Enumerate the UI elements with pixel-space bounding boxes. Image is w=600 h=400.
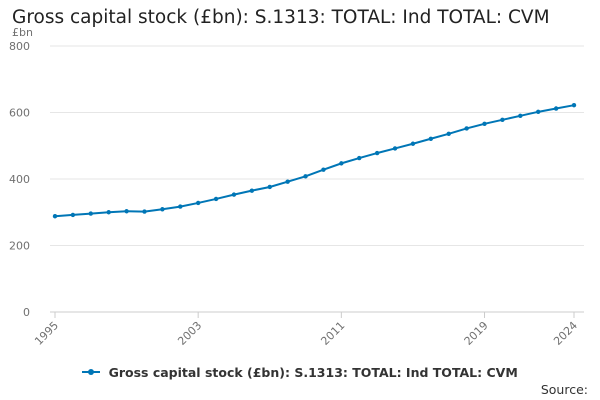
chart-title: Gross capital stock (£bn): S.1313: TOTAL… [12, 7, 550, 28]
data-point [70, 212, 76, 218]
y-tick-label: 400 [9, 173, 30, 186]
data-point [446, 131, 451, 136]
data-point [285, 179, 290, 184]
data-point [428, 136, 434, 141]
y-tick-label: 800 [9, 40, 30, 53]
data-point [536, 109, 541, 115]
data-point [303, 174, 308, 179]
series-line [54, 104, 575, 218]
y-tick-label: 200 [9, 240, 30, 253]
data-point [249, 188, 255, 193]
data-point [374, 150, 380, 156]
source-label: Source: [540, 382, 588, 397]
data-point [178, 204, 183, 209]
data-point [482, 121, 487, 127]
data-point [106, 210, 111, 215]
x-tick-label: 2011 [318, 319, 347, 348]
data-point [518, 113, 523, 119]
x-tick-label: 1995 [32, 319, 61, 348]
data-point [410, 141, 416, 146]
data-point [142, 209, 147, 214]
data-point [88, 211, 93, 216]
y-axis-label: £bn [12, 26, 33, 39]
data-point [339, 161, 344, 166]
data-point [124, 209, 129, 214]
data-point [553, 106, 559, 111]
data-point [571, 102, 577, 108]
data-point [321, 167, 326, 172]
data-point [160, 207, 165, 212]
legend-swatch-icon [82, 368, 101, 375]
y-tick-label: 600 [9, 107, 30, 120]
data-point [267, 184, 272, 190]
x-tick-label: 2003 [175, 319, 204, 348]
data-point [213, 196, 219, 202]
data-point [231, 192, 237, 197]
data-point [357, 155, 362, 161]
x-tick-label: 2024 [551, 319, 580, 348]
data-point [500, 117, 505, 123]
data-point [392, 146, 398, 151]
data-point [464, 126, 469, 131]
data-point [195, 200, 201, 206]
y-tick-label: 0 [23, 306, 30, 319]
chart-legend[interactable]: Gross capital stock (£bn): S.1313: TOTAL… [0, 365, 600, 380]
data-point [52, 214, 58, 219]
legend-series-label: Gross capital stock (£bn): S.1313: TOTAL… [108, 365, 518, 380]
x-tick-label: 2019 [462, 319, 491, 348]
